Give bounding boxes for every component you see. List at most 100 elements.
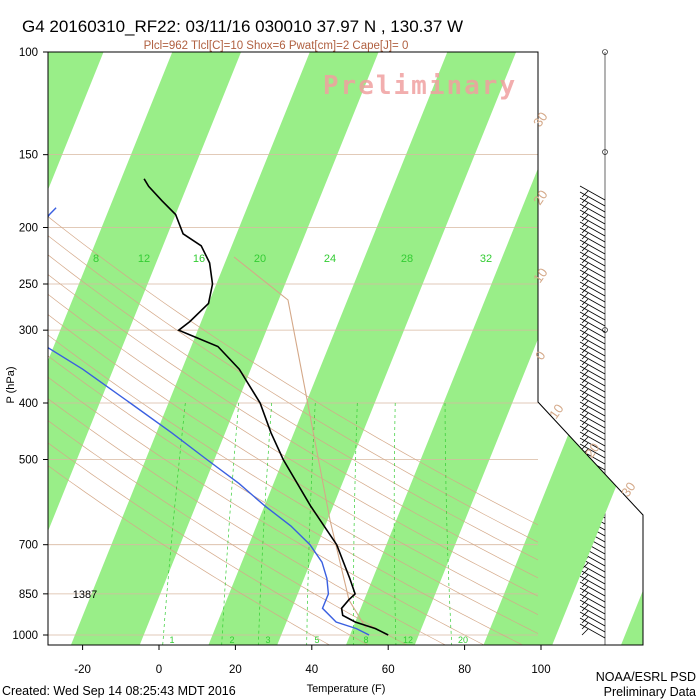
dewpoint-line bbox=[48, 346, 370, 636]
wind-barb bbox=[579, 623, 606, 639]
wind-barb-flag bbox=[581, 232, 589, 240]
wind-barb bbox=[579, 185, 606, 201]
plot-area: 4050607080901001101201301401501601235812… bbox=[48, 52, 538, 645]
wind-barb-flag bbox=[581, 328, 589, 336]
wind-barb-flag bbox=[581, 382, 589, 390]
wind-barb bbox=[579, 389, 606, 405]
wind-barb bbox=[579, 587, 606, 603]
wind-barb-flag bbox=[581, 352, 589, 360]
wind-barb-flag bbox=[581, 604, 589, 612]
wind-barb-flag bbox=[581, 418, 589, 426]
dry-adiabat-line bbox=[48, 274, 538, 579]
wind-barb-flag bbox=[581, 568, 589, 576]
wind-barb-flag bbox=[581, 394, 589, 402]
wind-barb bbox=[579, 431, 606, 447]
wind-barb bbox=[579, 395, 606, 411]
wind-barb-flag bbox=[581, 574, 589, 582]
dry-adiabat-line bbox=[48, 376, 485, 645]
isotherm-label: 20 bbox=[582, 440, 603, 460]
y-tick-label: 250 bbox=[19, 279, 38, 291]
wind-barb-flag bbox=[581, 412, 589, 420]
mixing-ratio-line bbox=[444, 402, 453, 645]
wind-barb bbox=[579, 323, 606, 339]
wind-barb-flag bbox=[581, 436, 589, 444]
dry-adiabat-line bbox=[48, 442, 369, 645]
wind-barb bbox=[579, 335, 606, 351]
y-tick-label: 1000 bbox=[12, 630, 38, 642]
wind-barb bbox=[579, 239, 606, 255]
x-tick-label: 100 bbox=[531, 664, 550, 676]
wind-barb-flag bbox=[581, 586, 589, 594]
wind-barb bbox=[579, 257, 606, 273]
calm-wind-marker bbox=[602, 49, 608, 55]
mixing-ratio-top-label: 8 bbox=[93, 253, 99, 265]
wind-barb-flag bbox=[581, 304, 589, 312]
dry-adiabat-line bbox=[48, 398, 447, 645]
wind-barb bbox=[579, 311, 606, 327]
parcel-path bbox=[233, 256, 367, 629]
y-tick-label: 700 bbox=[19, 540, 38, 552]
isotherm-band bbox=[483, 509, 538, 645]
mixing-ratio-bottom-label: 12 bbox=[403, 635, 413, 645]
wind-barb bbox=[579, 383, 606, 399]
wind-barb bbox=[579, 197, 606, 213]
mixing-ratio-top-label: 12 bbox=[138, 253, 150, 265]
wind-barb bbox=[579, 377, 606, 393]
mixing-ratio-bottom-label: 1 bbox=[169, 635, 174, 645]
wind-barb bbox=[579, 263, 606, 279]
mixing-ratio-line bbox=[306, 402, 316, 645]
isotherm-label: 30 bbox=[530, 109, 551, 129]
x-tick-label: 80 bbox=[458, 664, 471, 676]
wind-barb-flag bbox=[581, 280, 589, 288]
wind-barb bbox=[579, 281, 606, 297]
wind-barb-flag bbox=[581, 442, 589, 450]
x-tick-label: -20 bbox=[74, 664, 91, 676]
dry-adiabat-line bbox=[48, 293, 538, 597]
height-annotation: 1387 bbox=[73, 589, 97, 601]
isotherm-band bbox=[70, 52, 379, 645]
wind-barb-flag bbox=[581, 298, 589, 306]
organization-label: NOAA/ESRL PSD bbox=[596, 670, 696, 684]
wind-barb-flag bbox=[581, 622, 589, 630]
wind-barb-flag bbox=[581, 406, 589, 414]
dry-adiabat-line bbox=[48, 254, 538, 561]
isotherm-label: 20 bbox=[530, 187, 551, 207]
mixing-ratio-line bbox=[353, 402, 358, 645]
wind-barb-flag bbox=[581, 202, 589, 210]
y-tick-label: 400 bbox=[19, 398, 38, 410]
wind-barb bbox=[579, 203, 606, 219]
chart-text: G4 20160310_RF22: 03/11/16 030010 37.97 … bbox=[2, 17, 696, 699]
wind-barb-flag bbox=[581, 190, 589, 198]
dry-adiabat-line bbox=[48, 334, 538, 634]
mixing-ratio-bottom-label: 3 bbox=[265, 635, 270, 645]
wind-barb-flag bbox=[581, 196, 589, 204]
mixing-ratio-bottom-label: 2 bbox=[229, 635, 234, 645]
y-tick-label: 300 bbox=[19, 325, 38, 337]
wind-barb bbox=[579, 575, 606, 591]
wind-barb bbox=[579, 617, 606, 633]
wind-barb bbox=[579, 233, 606, 249]
mixing-ratio-line bbox=[162, 402, 186, 645]
wind-barb-flag bbox=[581, 592, 589, 600]
wind-barb bbox=[579, 299, 606, 315]
plot-border bbox=[47, 51, 644, 646]
right-extension bbox=[538, 402, 643, 645]
wind-barb-flag bbox=[581, 616, 589, 624]
sounding-parameters: Plcl=962 Tlcl[C]=10 Shox=6 Pwat[cm]=2 Ca… bbox=[144, 40, 409, 52]
wind-barb bbox=[579, 437, 606, 453]
dry-adiabat-line bbox=[48, 314, 538, 616]
wind-barb-flag bbox=[581, 316, 589, 324]
wind-barb bbox=[579, 329, 606, 345]
wind-barb bbox=[579, 599, 606, 615]
wind-barb bbox=[579, 425, 606, 441]
wind-barb-flag bbox=[581, 430, 589, 438]
wind-barb-flag bbox=[581, 310, 589, 318]
calm-wind-marker bbox=[602, 327, 608, 333]
wind-barb bbox=[579, 593, 606, 609]
wind-barb-flag bbox=[581, 358, 589, 366]
wind-barb-flag bbox=[581, 238, 589, 246]
wind-barb-flag bbox=[581, 292, 589, 300]
dry-adiabat-line bbox=[48, 216, 538, 526]
wind-barb bbox=[579, 569, 606, 585]
